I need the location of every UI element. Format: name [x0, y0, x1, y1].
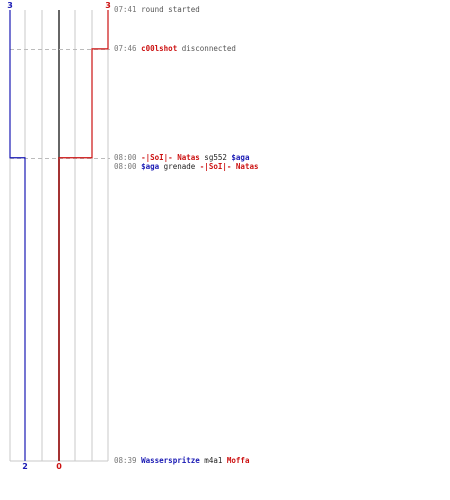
event-time: 08:00	[114, 162, 142, 171]
event-text: c00lshot	[141, 44, 178, 53]
event-time: 08:39	[114, 456, 142, 465]
event-row: 08:00 $aga grenade -|SoI|- Natas	[114, 162, 259, 171]
event-text: disconnected	[177, 44, 236, 53]
red-start-count-label: 3	[105, 1, 111, 10]
red-end-count-label: 0	[56, 462, 62, 471]
event-text: grenade	[159, 162, 200, 171]
event-text: Moffa	[226, 456, 250, 465]
red-team-step-line	[58, 10, 109, 461]
event-text: -|SoI|- Natas	[199, 162, 259, 171]
event-text: Wasserspritze	[141, 456, 200, 465]
event-row: 08:39 Wasserspritze m4a1 Moffa	[114, 456, 249, 465]
blue-end-count-label: 2	[22, 462, 28, 471]
blue-start-count-label: 3	[7, 1, 13, 10]
event-row: 08:00 -|SoI|- Natas sg552 $aga	[114, 153, 249, 162]
event-text: $aga	[231, 153, 250, 162]
event-time: 07:46	[114, 44, 142, 53]
blue-team-step-line	[9, 10, 26, 461]
event-time: 08:00	[114, 153, 142, 162]
event-text: round started	[141, 5, 200, 14]
event-text: -|SoI|- Natas	[141, 153, 200, 162]
event-text: sg552	[199, 153, 232, 162]
event-text: m4a1	[199, 456, 227, 465]
event-time: 07:41	[114, 5, 142, 14]
event-text: $aga	[141, 162, 160, 171]
event-row: 07:41 round started	[114, 5, 200, 14]
event-row: 07:46 c00lshot disconnected	[114, 44, 236, 53]
